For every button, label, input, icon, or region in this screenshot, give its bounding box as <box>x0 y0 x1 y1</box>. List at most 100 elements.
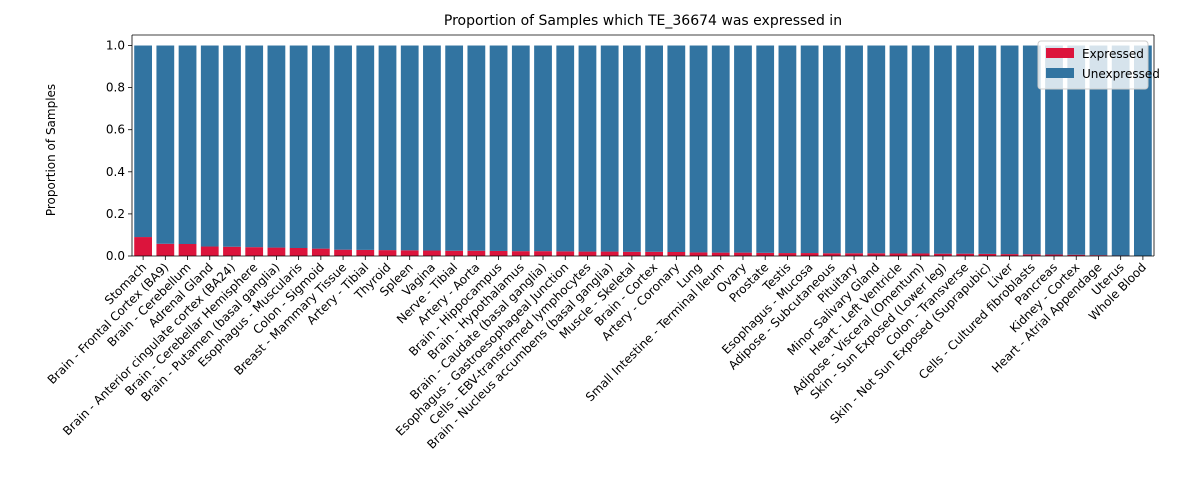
bar-unexpressed <box>1067 45 1086 255</box>
bar-unexpressed <box>200 45 219 247</box>
bar-unexpressed <box>911 45 930 254</box>
bar-unexpressed <box>934 45 952 254</box>
bar-expressed <box>822 253 841 256</box>
bar-expressed <box>378 250 397 256</box>
bar-expressed <box>267 247 286 256</box>
legend-swatch <box>1046 48 1074 58</box>
bar-expressed <box>756 252 775 256</box>
legend: Expressed Unexpressed <box>1037 40 1160 90</box>
chart-title: Proportion of Samples which TE_36674 was… <box>444 13 842 29</box>
bar-expressed <box>845 253 863 256</box>
bar-unexpressed <box>467 45 486 251</box>
y-tick-label: 0.0 <box>106 249 125 263</box>
bar-expressed <box>578 251 597 256</box>
bar-expressed <box>1022 254 1041 256</box>
y-axis: 0.0 0.2 0.4 0.6 0.8 1.0 <box>106 35 133 263</box>
bar-unexpressed <box>578 45 597 252</box>
bar-expressed <box>667 252 686 256</box>
bar-expressed <box>400 250 419 256</box>
bar-unexpressed <box>956 45 975 254</box>
bar-unexpressed <box>289 45 308 249</box>
bar-unexpressed <box>645 45 663 252</box>
bar-unexpressed <box>1134 45 1152 257</box>
bar-unexpressed <box>689 45 708 253</box>
bar-expressed <box>1045 254 1063 256</box>
y-tick-label: 0.2 <box>106 207 125 221</box>
bar-expressed <box>1067 254 1086 256</box>
bar-unexpressed <box>134 45 152 238</box>
bar-unexpressed <box>711 45 730 253</box>
bar-unexpressed <box>623 45 641 252</box>
bar-expressed <box>689 252 708 256</box>
bar-unexpressed <box>756 45 775 253</box>
bar-expressed <box>445 250 464 256</box>
bar-unexpressed <box>245 45 264 248</box>
bar-unexpressed <box>1111 45 1130 256</box>
bar-expressed <box>134 237 152 256</box>
bar-unexpressed <box>445 45 464 251</box>
bar-unexpressed <box>1045 45 1063 255</box>
bar-expressed <box>911 253 930 256</box>
bar-expressed <box>334 249 352 256</box>
bar-expressed <box>800 253 819 256</box>
bar-expressed <box>889 253 908 256</box>
bar-expressed <box>623 251 641 256</box>
bar-expressed <box>1089 255 1108 256</box>
bar-expressed <box>867 253 886 256</box>
legend-label: Unexpressed <box>1082 67 1160 81</box>
bar-unexpressed <box>845 45 863 254</box>
bar-unexpressed <box>423 45 441 251</box>
bar-expressed <box>956 253 975 256</box>
bar-expressed <box>978 253 997 256</box>
bar-expressed <box>289 248 308 256</box>
bar-unexpressed <box>778 45 797 254</box>
bar-unexpressed <box>889 45 908 254</box>
bar-unexpressed <box>511 45 530 252</box>
bar-unexpressed <box>534 45 552 252</box>
bar-expressed <box>556 251 575 256</box>
bar-unexpressed <box>489 45 508 251</box>
bar-expressed <box>178 244 197 256</box>
bar-expressed <box>489 250 508 256</box>
bar-expressed <box>600 251 619 256</box>
bar-expressed <box>711 252 730 256</box>
y-tick-label: 0.8 <box>106 81 125 95</box>
legend-label: Expressed <box>1082 47 1144 61</box>
y-tick-label: 0.6 <box>106 123 125 137</box>
legend-swatch <box>1046 68 1074 78</box>
bar-unexpressed <box>1089 45 1108 256</box>
bar-expressed <box>934 253 952 256</box>
bar-unexpressed <box>600 45 619 252</box>
bar-expressed <box>200 246 219 256</box>
y-tick-label: 1.0 <box>106 39 125 53</box>
bar-unexpressed <box>334 45 352 250</box>
bar-unexpressed <box>822 45 841 254</box>
y-axis-title: Proportion of Samples <box>44 84 58 216</box>
bar-unexpressed <box>1000 45 1019 255</box>
bar-expressed <box>245 247 264 256</box>
bar-unexpressed <box>156 45 175 244</box>
bar-unexpressed <box>800 45 819 254</box>
plot-area <box>132 34 1155 257</box>
y-tick-label: 0.4 <box>106 165 125 179</box>
bar-unexpressed <box>378 45 397 251</box>
bar-expressed <box>156 243 175 256</box>
bar-expressed <box>223 246 241 256</box>
bar-expressed <box>1000 254 1019 256</box>
bar-expressed <box>511 251 530 256</box>
bar-unexpressed <box>556 45 575 252</box>
bar-expressed <box>778 253 797 256</box>
bar-expressed <box>467 250 486 256</box>
bar-expressed <box>311 248 330 256</box>
bar-expressed <box>356 249 375 256</box>
bar-unexpressed <box>867 45 886 254</box>
bar-expressed <box>645 251 663 256</box>
bar-unexpressed <box>267 45 286 248</box>
bar-unexpressed <box>356 45 375 250</box>
bar-unexpressed <box>400 45 419 251</box>
bar-unexpressed <box>178 45 197 245</box>
bar-expressed <box>534 251 552 256</box>
bar-unexpressed <box>311 45 330 249</box>
